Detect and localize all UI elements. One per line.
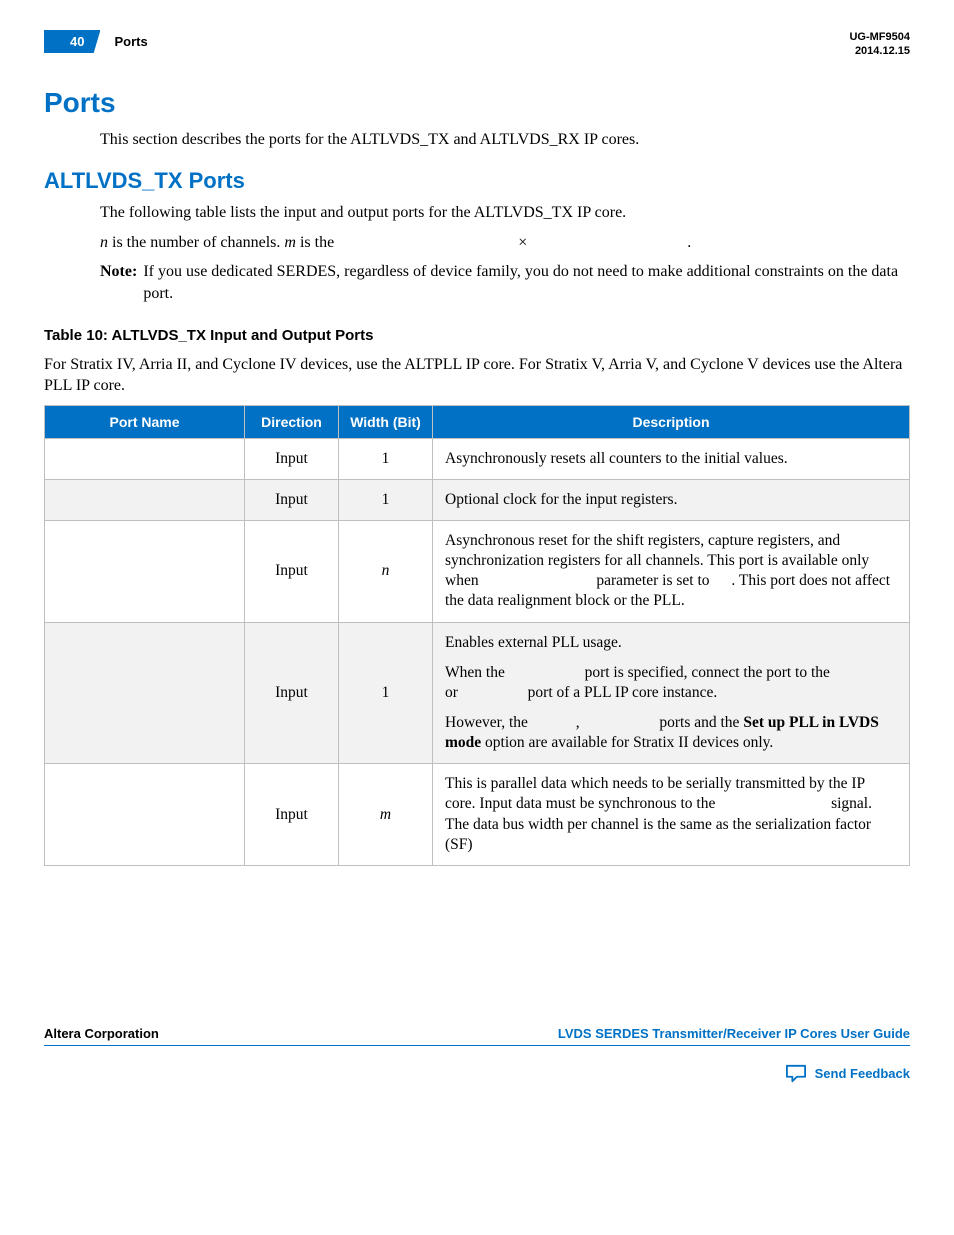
cell-width: 1 xyxy=(339,622,433,764)
table-row: Input n Asynchronous reset for the shift… xyxy=(45,521,910,623)
nm-definition: n is the number of channels. m is the ×. xyxy=(100,232,910,254)
col-width: Width (Bit) xyxy=(339,405,433,438)
cell-direction: Input xyxy=(245,764,339,866)
desc4-p2: When the port is specified, connect the … xyxy=(445,663,897,703)
cell-width: n xyxy=(339,521,433,623)
cell-portname xyxy=(45,521,245,623)
feedback-icon xyxy=(785,1064,807,1084)
footer-rule xyxy=(44,1045,910,1046)
note-label: Note: xyxy=(100,261,137,304)
cell-portname xyxy=(45,622,245,764)
cell-description: Asynchronously resets all counters to th… xyxy=(433,438,910,479)
table-row: Input 1 Optional clock for the input reg… xyxy=(45,479,910,520)
page-number: 40 xyxy=(44,30,100,53)
desc5-a: This is parallel data which needs to be … xyxy=(445,775,865,812)
heading-ports: Ports xyxy=(44,87,910,119)
times-symbol: × xyxy=(518,234,527,251)
cell-portname xyxy=(45,438,245,479)
cell-width: 1 xyxy=(339,479,433,520)
heading-altlvds-tx-ports: ALTLVDS_TX Ports xyxy=(44,168,910,194)
note-text: If you use dedicated SERDES, regardless … xyxy=(143,261,910,304)
n-var: n xyxy=(100,234,108,251)
col-description: Description xyxy=(433,405,910,438)
nm-mid1: is the number of channels. xyxy=(108,234,284,251)
desc4-p3b: , xyxy=(576,714,580,731)
cell-direction: Input xyxy=(245,521,339,623)
desc4-p2b: port is specified, connect the port to t… xyxy=(585,664,830,681)
header-left: 40 Ports xyxy=(44,30,148,53)
header-right: UG-MF9504 2014.12.15 xyxy=(849,30,910,59)
cell-description: Enables external PLL usage. When the por… xyxy=(433,622,910,764)
desc4-p2c: or xyxy=(445,684,458,701)
table-row: Input 1 Asynchronously resets all counte… xyxy=(45,438,910,479)
nm-mid2: is the xyxy=(296,234,334,251)
table-caption: Table 10: ALTLVDS_TX Input and Output Po… xyxy=(44,327,910,344)
note: Note: If you use dedicated SERDES, regar… xyxy=(100,261,910,304)
cell-direction: Input xyxy=(245,479,339,520)
send-feedback-link[interactable]: Send Feedback xyxy=(44,1064,910,1084)
cell-direction: Input xyxy=(245,438,339,479)
col-direction: Direction xyxy=(245,405,339,438)
feedback-label: Send Feedback xyxy=(815,1066,910,1081)
desc4-p3: However, the , ports and the Set up PLL … xyxy=(445,713,897,753)
doc-id: UG-MF9504 xyxy=(849,30,910,44)
desc4-p3a: However, the xyxy=(445,714,528,731)
sub-intro-text: The following table lists the input and … xyxy=(100,202,910,224)
cell-direction: Input xyxy=(245,622,339,764)
desc4-p2d: port of a PLL IP core instance. xyxy=(528,684,718,701)
table-pretext: For Stratix IV, Arria II, and Cyclone IV… xyxy=(44,354,910,397)
cell-description: Asynchronous reset for the shift registe… xyxy=(433,521,910,623)
desc4-p1: Enables external PLL usage. xyxy=(445,633,897,653)
cell-portname xyxy=(45,764,245,866)
desc-part-b: parameter is set to xyxy=(596,572,709,589)
header-section-name: Ports xyxy=(114,34,147,49)
ports-table: Port Name Direction Width (Bit) Descript… xyxy=(44,405,910,866)
cell-width: 1 xyxy=(339,438,433,479)
desc4-p2a: When the xyxy=(445,664,505,681)
doc-date: 2014.12.15 xyxy=(849,44,910,58)
desc4-p3c: ports and the xyxy=(659,714,743,731)
page-footer: Altera Corporation LVDS SERDES Transmitt… xyxy=(44,1026,910,1084)
intro-text: This section describes the ports for the… xyxy=(100,129,910,151)
nm-end: . xyxy=(687,234,691,251)
footer-left: Altera Corporation xyxy=(44,1026,159,1041)
desc4-p3d: option are available for Stratix II devi… xyxy=(481,734,773,751)
cell-width: m xyxy=(339,764,433,866)
table-header-row: Port Name Direction Width (Bit) Descript… xyxy=(45,405,910,438)
cell-description: Optional clock for the input registers. xyxy=(433,479,910,520)
table-row: Input 1 Enables external PLL usage. When… xyxy=(45,622,910,764)
page-header: 40 Ports UG-MF9504 2014.12.15 xyxy=(44,30,910,59)
table-row: Input m This is parallel data which need… xyxy=(45,764,910,866)
m-var: m xyxy=(284,234,296,251)
footer-right-link[interactable]: LVDS SERDES Transmitter/Receiver IP Core… xyxy=(558,1026,910,1041)
cell-description: This is parallel data which needs to be … xyxy=(433,764,910,866)
col-port-name: Port Name xyxy=(45,405,245,438)
cell-portname xyxy=(45,479,245,520)
